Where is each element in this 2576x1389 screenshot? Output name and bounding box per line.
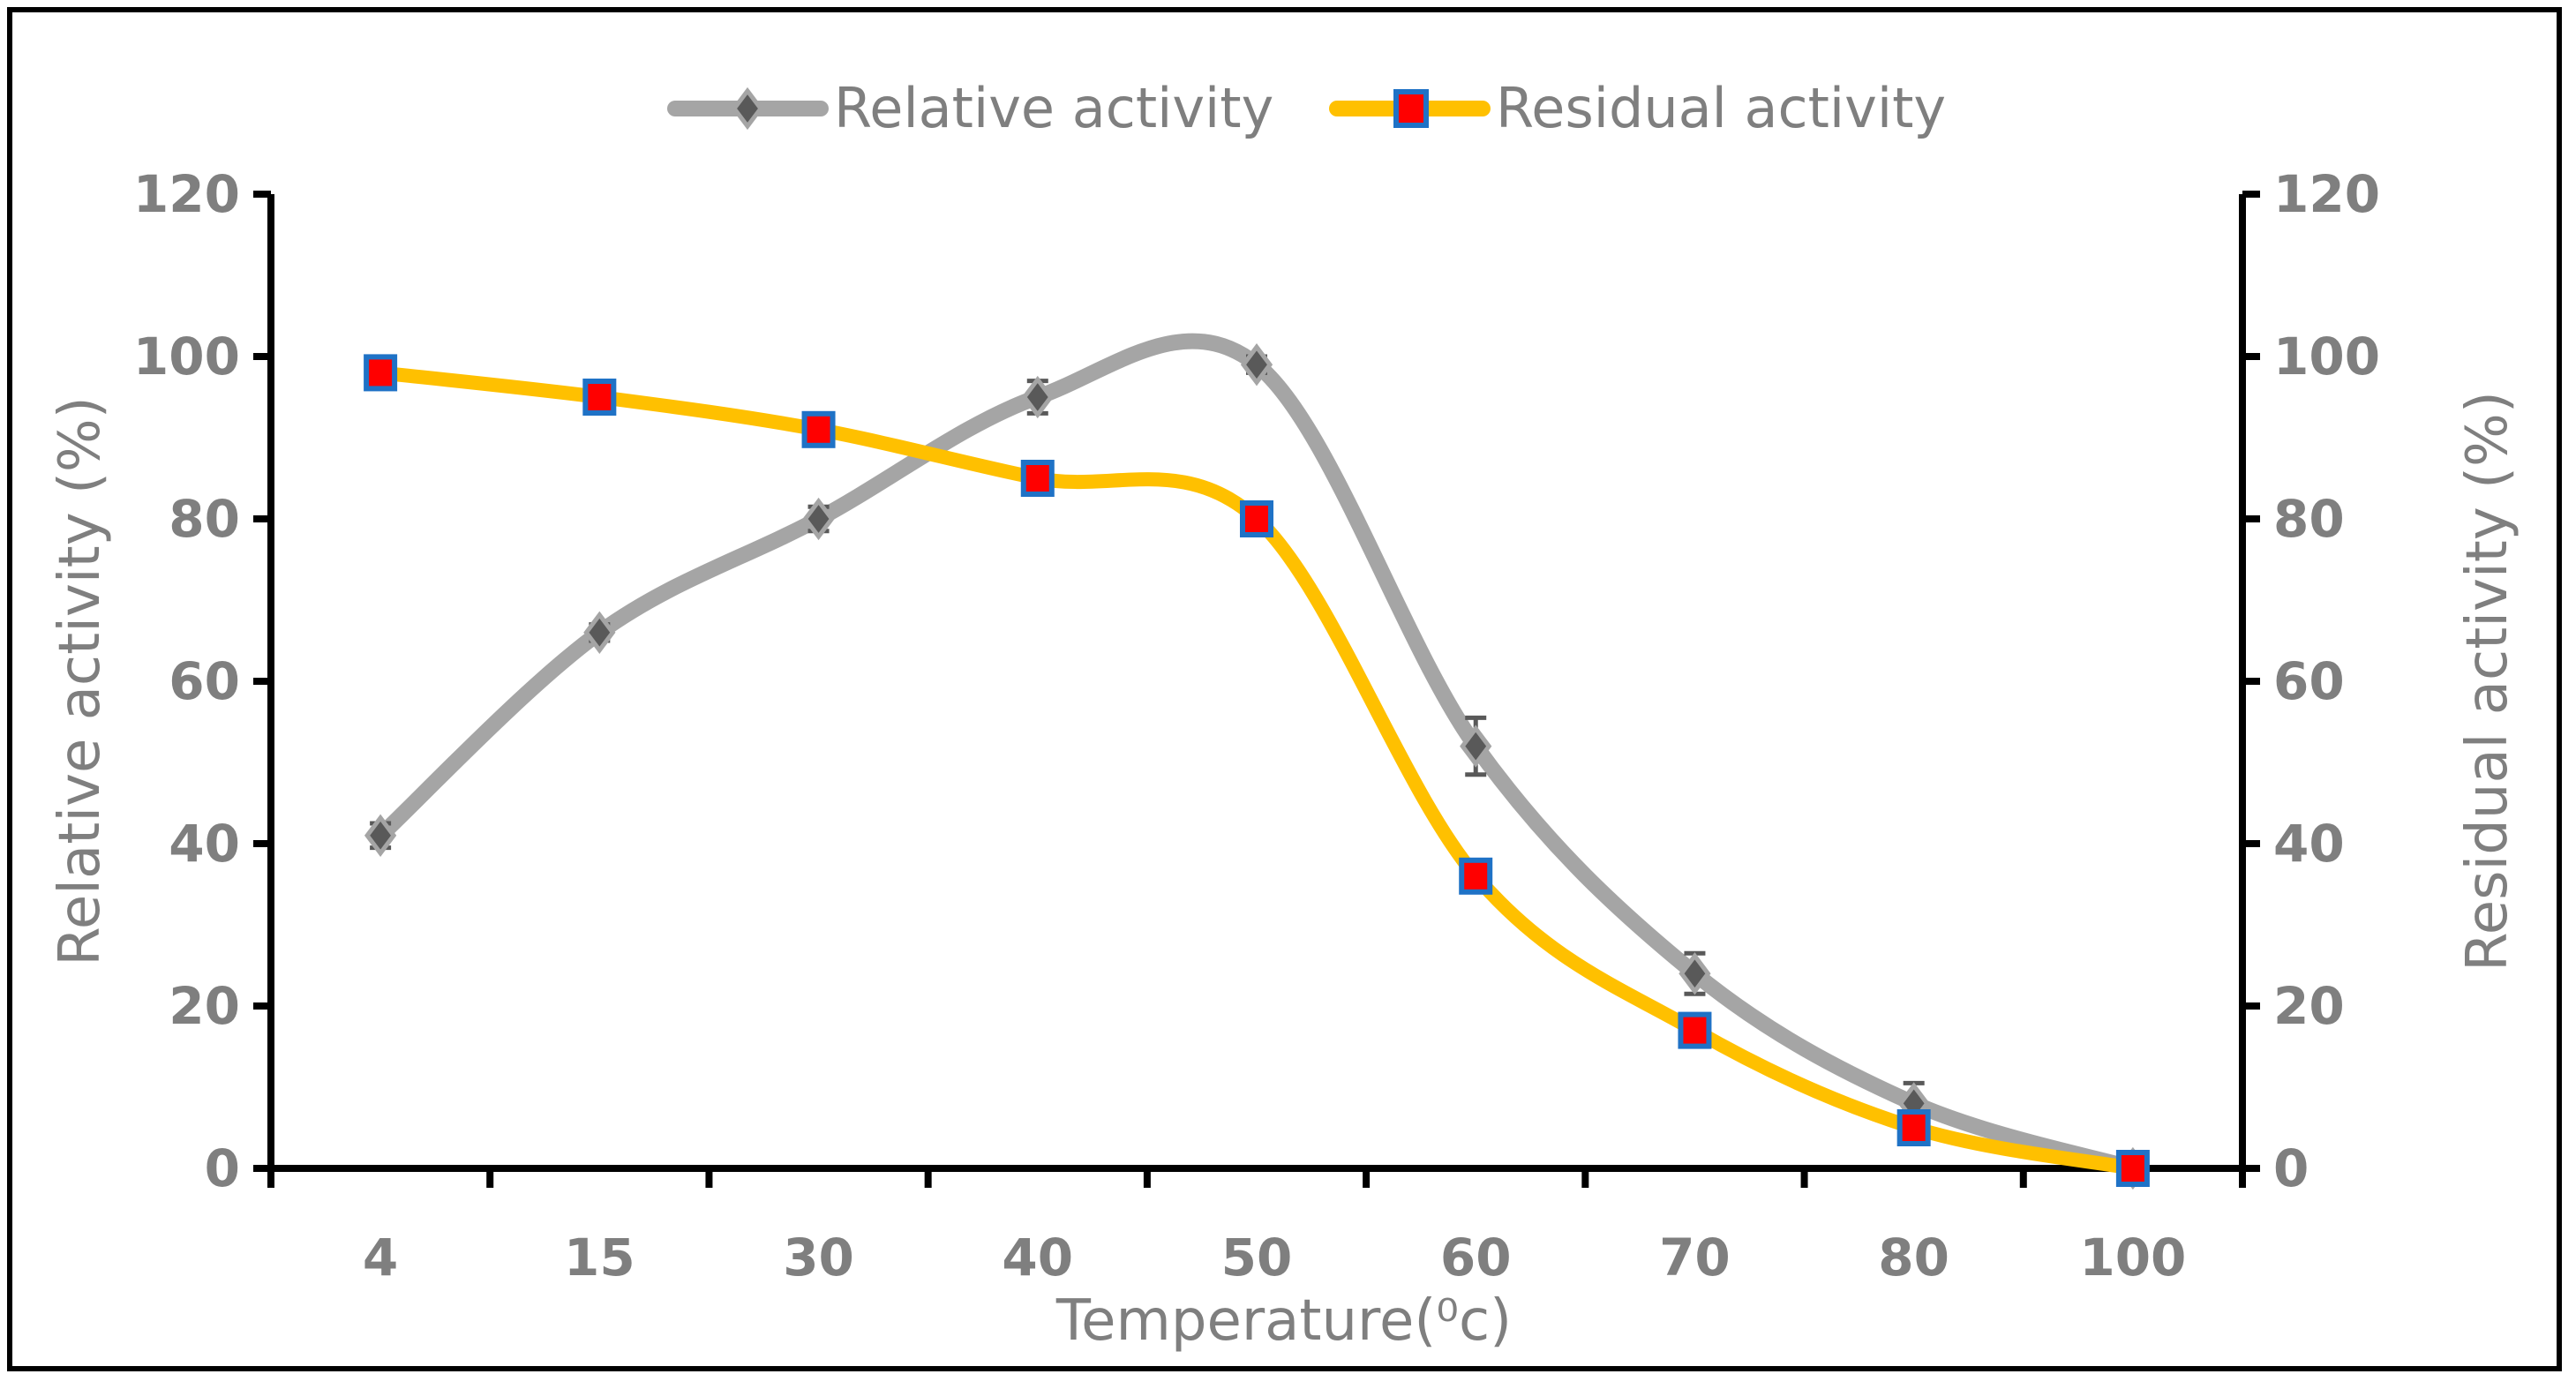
data-point-diamond [802,497,835,541]
x-tick-label: 4 [363,1228,398,1288]
data-point-square [1020,460,1055,497]
data-point-diamond [1021,375,1054,419]
data-point-square [2115,1150,2150,1187]
legend: Relative activity Residual activity [667,76,1946,140]
x-tick-label: 30 [783,1228,854,1288]
y-tick-label: 0 [205,1138,240,1198]
x-tick-label: 15 [564,1228,635,1288]
legend-square-icon [1393,89,1429,128]
y-tick-label: 60 [169,651,240,711]
x-tick-label: 80 [1878,1228,1949,1288]
y-tick-label: 120 [133,164,240,224]
data-point-square [582,379,617,416]
x-tick-label: 70 [1659,1228,1731,1288]
x-axis-title: Temperature(⁰c) [1055,1288,1512,1354]
legend-label-residual: Residual activity [1496,76,1946,140]
data-point-square [801,410,836,448]
data-point-diamond [1679,952,1711,995]
data-point-diamond [583,611,616,654]
x-tick-label: 50 [1221,1228,1293,1288]
y2-tick-label: 100 [2273,327,2380,387]
data-point-square [364,354,398,392]
data-point-diamond [364,814,397,857]
y-axis-title: Relative activity (%) [48,396,113,965]
y2-tick-label: 80 [2273,489,2345,549]
y-tick-label: 40 [169,814,240,874]
data-point-square [1678,1011,1712,1049]
y-tick-label: 80 [169,489,240,549]
legend-diamond-icon [731,86,764,131]
y2-tick-label: 120 [2273,164,2380,224]
y2-tick-label: 20 [2273,976,2345,1036]
series-residual-activity [364,354,2150,1187]
legend-label-relative: Relative activity [834,76,1273,140]
chart-frame [7,7,2562,1371]
y-tick-label: 100 [133,327,240,387]
data-point-square [1240,500,1273,537]
data-point-square [1896,1109,1931,1146]
x-tick-label: 100 [2079,1228,2186,1288]
y-tick-label: 20 [169,976,240,1036]
x-tick-label: 60 [1440,1228,1512,1288]
y2-tick-label: 60 [2273,651,2345,711]
data-point-diamond [1240,343,1273,387]
series-relative-activity [364,333,2150,1190]
data-point-diamond [1460,725,1492,768]
y2-tick-label: 40 [2273,814,2345,874]
series-line [374,333,2136,1176]
data-point-square [1459,857,1493,895]
x-tick-label: 40 [1002,1228,1073,1288]
y2-tick-label: 0 [2273,1138,2309,1198]
series-line [379,365,2135,1175]
y2-axis-title: Residual activity (%) [2455,391,2520,972]
